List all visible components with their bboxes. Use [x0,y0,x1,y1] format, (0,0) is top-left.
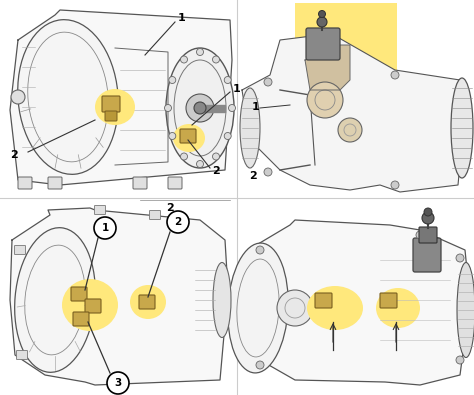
FancyBboxPatch shape [413,238,441,272]
FancyBboxPatch shape [73,312,89,326]
FancyBboxPatch shape [180,129,196,143]
Polygon shape [248,220,470,385]
Circle shape [456,254,464,262]
Circle shape [197,49,203,56]
Ellipse shape [376,288,420,328]
Circle shape [224,77,231,83]
Circle shape [169,77,176,83]
Circle shape [169,132,176,139]
Circle shape [317,17,327,27]
FancyBboxPatch shape [18,177,32,189]
Circle shape [181,56,188,63]
FancyBboxPatch shape [48,177,62,189]
Circle shape [212,153,219,160]
Circle shape [186,94,214,122]
Ellipse shape [213,263,231,337]
FancyBboxPatch shape [71,287,87,301]
FancyBboxPatch shape [168,177,182,189]
FancyBboxPatch shape [139,295,155,309]
FancyBboxPatch shape [133,177,147,189]
FancyBboxPatch shape [85,299,101,313]
Circle shape [264,168,272,176]
Circle shape [319,11,326,17]
Circle shape [164,105,172,111]
Circle shape [167,211,189,233]
Circle shape [256,361,264,369]
Polygon shape [10,10,232,185]
Circle shape [107,372,129,394]
Polygon shape [305,45,350,90]
Polygon shape [242,30,465,192]
Circle shape [212,56,219,63]
Text: 2: 2 [10,150,18,160]
Ellipse shape [457,263,474,357]
Ellipse shape [18,20,118,174]
Circle shape [11,90,25,104]
Text: 1: 1 [101,223,109,233]
FancyBboxPatch shape [149,211,161,220]
Circle shape [94,217,116,239]
Ellipse shape [15,228,95,372]
Circle shape [264,78,272,86]
Ellipse shape [228,243,288,373]
Circle shape [228,105,236,111]
Text: 1: 1 [178,13,186,23]
Circle shape [224,132,231,139]
FancyBboxPatch shape [105,111,117,121]
Circle shape [424,208,432,216]
Text: 2: 2 [174,217,182,227]
FancyBboxPatch shape [295,3,397,171]
Polygon shape [205,105,225,112]
Text: 1: 1 [233,84,241,94]
Circle shape [391,71,399,79]
FancyBboxPatch shape [15,246,26,254]
FancyBboxPatch shape [315,293,332,308]
Circle shape [422,212,434,224]
Ellipse shape [95,89,135,125]
Circle shape [416,231,424,239]
Circle shape [181,153,188,160]
Ellipse shape [307,286,363,330]
Circle shape [391,181,399,189]
Text: 3: 3 [114,378,122,388]
FancyBboxPatch shape [94,205,106,214]
Ellipse shape [240,88,260,168]
Text: 2: 2 [212,166,220,176]
Circle shape [307,82,343,118]
Ellipse shape [173,124,205,152]
Circle shape [197,160,203,167]
FancyBboxPatch shape [102,96,120,112]
Text: 2: 2 [166,203,174,213]
Circle shape [194,102,206,114]
Circle shape [277,290,313,326]
Circle shape [256,246,264,254]
Polygon shape [10,208,228,385]
FancyBboxPatch shape [380,293,397,308]
Ellipse shape [130,285,166,319]
Ellipse shape [166,48,234,168]
Ellipse shape [451,78,473,178]
Text: 2: 2 [249,171,257,181]
FancyBboxPatch shape [17,350,27,359]
Text: 1: 1 [252,102,260,112]
Circle shape [456,356,464,364]
Ellipse shape [62,279,118,331]
Circle shape [338,118,362,142]
FancyBboxPatch shape [419,227,437,243]
FancyBboxPatch shape [306,28,340,60]
